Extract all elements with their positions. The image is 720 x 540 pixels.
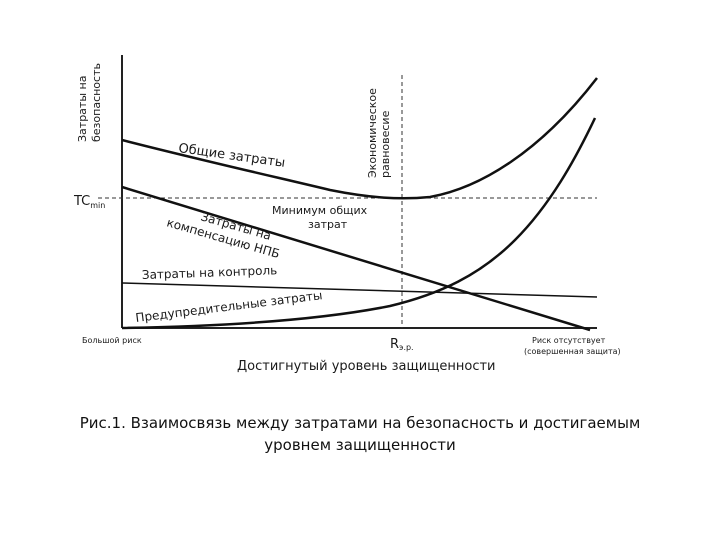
min-total-label-line2: затрат — [308, 218, 348, 231]
x-left-label: Большой риск — [82, 336, 142, 345]
equilibrium-label-line1: Экономическое — [366, 88, 379, 178]
control-costs-label: Затраты на контроль — [142, 263, 278, 282]
tc-min-sub: min — [90, 201, 105, 210]
x-axis-title: Достигнутый уровень защищенности — [237, 359, 496, 374]
min-total-label-line1: Минимум общих — [272, 204, 368, 217]
r-main: R — [390, 337, 399, 352]
caption-line1: Рис.1. Взаимосвязь между затратами на бе… — [79, 414, 641, 432]
preventive-costs-curve — [121, 117, 597, 330]
r-sub: э.р. — [399, 343, 414, 352]
x-right-label-line1: Риск отсутствует — [532, 336, 606, 345]
caption-line2: уровнем защищенности — [264, 436, 456, 454]
cost-security-diagram: Затраты на безопасность TCmin Экономичес… — [73, 55, 621, 374]
tc-min-main: TC — [73, 194, 90, 209]
equilibrium-label-line2: равновесие — [379, 110, 392, 178]
compensation-costs-line — [121, 185, 591, 332]
y-axis-title-line1: Затраты на — [76, 76, 89, 142]
tc-min-label: TCmin — [73, 194, 105, 210]
control-costs-line — [121, 282, 598, 298]
x-right-label-line2: (совершенная защита) — [524, 347, 621, 356]
figure-caption: Рис.1. Взаимосвязь между затратами на бе… — [60, 412, 660, 456]
r-equilibrium-label: Rэ.р. — [390, 337, 414, 352]
y-axis-title-line2: безопасность — [90, 63, 103, 142]
total-costs-curve — [121, 77, 598, 200]
